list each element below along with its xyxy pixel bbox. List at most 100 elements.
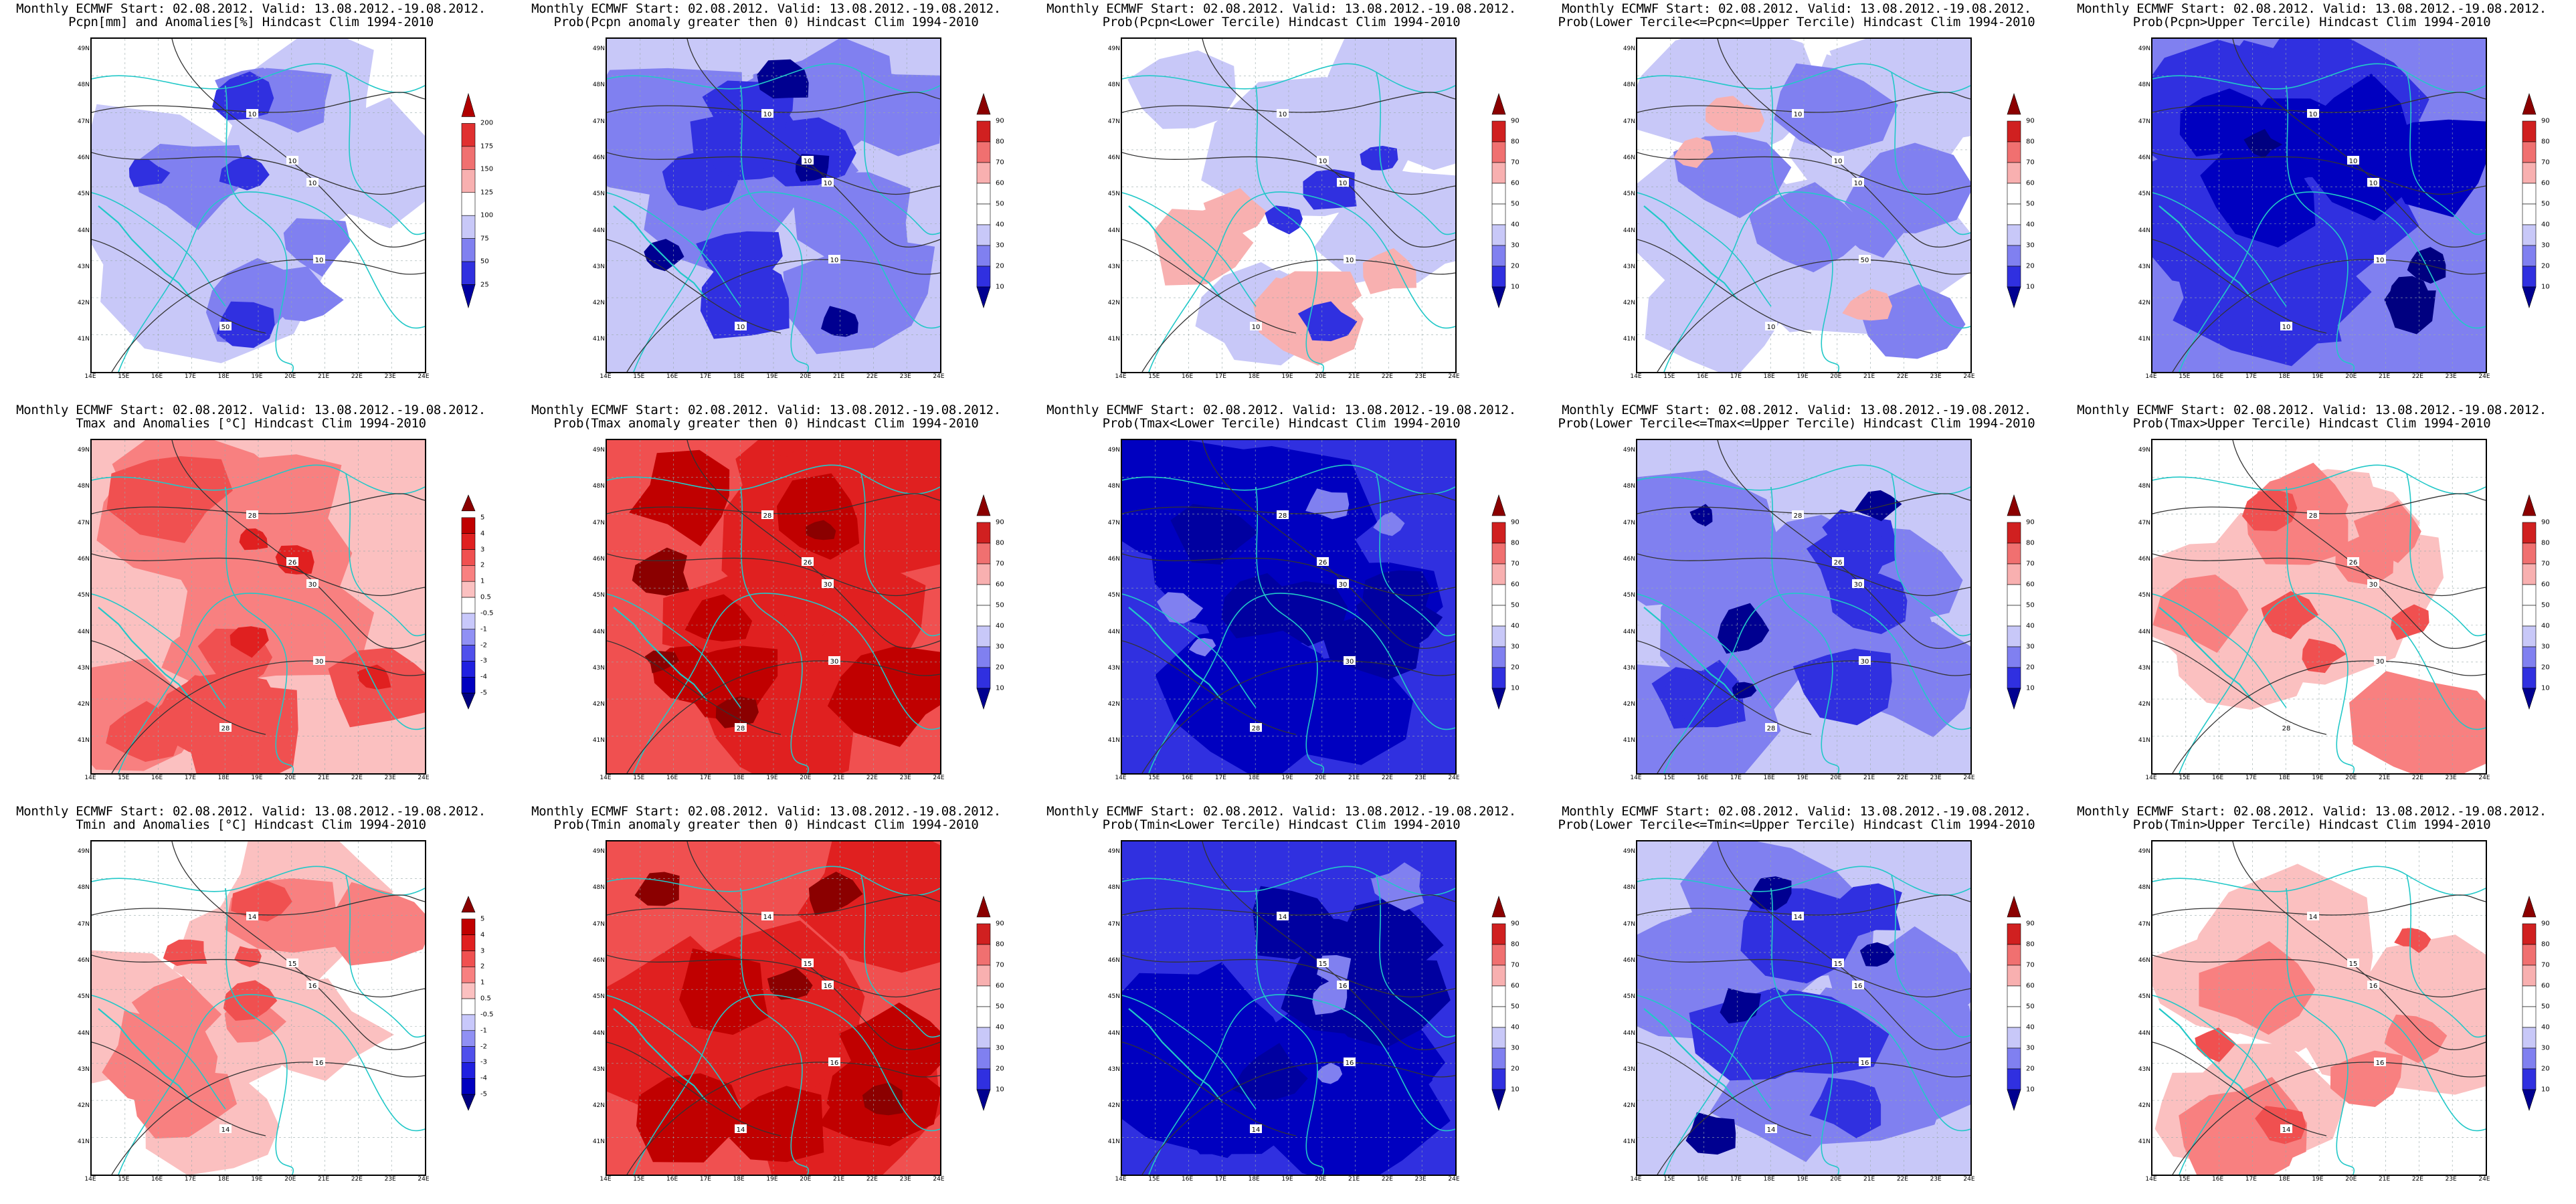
colorbar-label: 30 [996, 1044, 1004, 1052]
y-tick-label: 41N [1107, 336, 1120, 343]
country-border [92, 995, 226, 1110]
field-contour-area [231, 881, 292, 922]
isoline [607, 239, 781, 334]
y-tick-label: 47N [2138, 920, 2150, 928]
isoline [2152, 955, 2486, 998]
svg-text:14: 14 [763, 914, 772, 921]
isoline-label: 16 [1344, 1058, 1356, 1067]
colorbar-label: 4 [480, 931, 485, 939]
isoline-label: 10 [306, 178, 318, 187]
colorbar-swatch [1491, 563, 1506, 585]
field-contour-area [644, 650, 680, 674]
x-tick-label: 23E [1930, 373, 1942, 380]
colorbar-swatch [1491, 522, 1506, 544]
isoline [1637, 1041, 1812, 1136]
y-tick-label: 46N [592, 957, 605, 964]
country-border [607, 464, 940, 495]
field-contour-area [1332, 189, 1455, 283]
svg-text:28: 28 [221, 725, 230, 732]
svg-text:10: 10 [2376, 257, 2385, 264]
isoline [607, 553, 940, 597]
y-tick-label: 48N [592, 82, 605, 89]
field-contour-area [1720, 988, 1761, 1024]
x-tick-label: 22E [866, 775, 878, 781]
colorbar-swatch [2522, 93, 2537, 115]
x-tick-label: 22E [1381, 1176, 1393, 1183]
colorbar-label: 30 [2541, 1044, 2550, 1052]
colorbar-swatch [2522, 688, 2537, 710]
isoline-label: 15 [2347, 959, 2359, 968]
x-tick-label: 19E [766, 373, 778, 380]
colorbar-swatch [2522, 162, 2537, 184]
panel-title-line2: Prob(Lower Tercile<=Pcpn<=Upper Tercile)… [1558, 15, 2035, 29]
x-tick-label: 20E [1830, 775, 1842, 781]
colorbar-swatch [2522, 667, 2537, 689]
field-contour-area [767, 967, 813, 1000]
field-contour-area [1665, 660, 1746, 728]
y-tick-label: 47N [592, 519, 605, 526]
map-panel-p6: Monthly ECMWF Start: 02.08.2012. Valid: … [515, 401, 1030, 803]
country-border [633, 191, 940, 372]
colorbar-label: -3 [480, 1058, 487, 1066]
country-border [1255, 85, 1325, 372]
x-tick-label: 21E [1863, 1176, 1875, 1183]
colorbar-label: 4 [480, 530, 485, 538]
colorbar-swatch [461, 192, 476, 216]
colorbar-swatch [1491, 1027, 1506, 1049]
panel-title-line2: Prob(Tmin<Lower Tercile) Hindcast Clim 1… [1102, 817, 1461, 832]
map-plot: 10 10 10 10 10 [1121, 37, 1457, 373]
panel-title-line1: Monthly ECMWF Start: 02.08.2012. Valid: … [1562, 403, 2031, 417]
colorbar-label: 30 [2541, 241, 2550, 249]
map-field: 28 26 30 30 28 [1637, 440, 1970, 773]
svg-text:14: 14 [1279, 914, 1287, 921]
isoline [1657, 660, 1970, 773]
colorbar-label: 80 [996, 940, 1004, 948]
colorbar [2007, 93, 2021, 314]
panel-title-line1: Monthly ECMWF Start: 02.08.2012. Valid: … [1046, 804, 1516, 819]
y-tick-label: 44N [1623, 628, 1635, 635]
colorbar-label: 80 [2026, 138, 2035, 146]
coastline [1643, 607, 1738, 702]
isoline-label: 14 [2307, 912, 2319, 921]
isoline [1637, 894, 1970, 916]
colorbar-label: 90 [996, 920, 1004, 928]
colorbar-swatch [1491, 224, 1506, 246]
colorbar-swatch [2522, 494, 2537, 516]
colorbar-swatch [2007, 965, 2021, 987]
colorbar-label: 10 [2026, 1086, 2035, 1094]
colorbar-label: 80 [996, 539, 1004, 547]
isoline-label: 30 [2367, 579, 2379, 589]
colorbar-label: 20 [996, 664, 1004, 672]
map-panel-p9: Monthly ECMWF Start: 02.08.2012. Valid: … [2061, 401, 2576, 803]
y-tick-label: 45N [592, 993, 605, 1001]
isoline [111, 660, 425, 773]
field-contour-area [1673, 137, 1714, 169]
colorbar-label: 40 [1511, 622, 1520, 630]
field-contour-area [1201, 77, 1413, 217]
field-contour-area [777, 473, 860, 560]
colorbar-swatch [1491, 245, 1506, 267]
x-tick-label: 21E [833, 1176, 845, 1183]
field-contour-area [1317, 1062, 1343, 1084]
colorbar-label: 40 [2541, 221, 2550, 229]
y-tick-label: 48N [77, 884, 90, 892]
x-tick-label: 17E [1214, 1176, 1226, 1183]
colorbar-swatch [461, 1094, 476, 1111]
field-contour-area [700, 258, 790, 339]
isoline [1141, 1062, 1455, 1175]
coastline [1128, 1008, 1223, 1103]
svg-text:10: 10 [2309, 111, 2318, 118]
y-tick-label: 48N [1623, 884, 1635, 892]
isoline [607, 493, 940, 514]
colorbar-swatch [2007, 985, 2021, 1007]
country-border [1637, 866, 1970, 896]
country-border [345, 72, 425, 235]
field-contour-area [219, 155, 270, 191]
colorbar-swatch [1491, 667, 1506, 689]
x-tick-label: 21E [2379, 373, 2391, 380]
svg-text:14: 14 [737, 1126, 745, 1134]
x-tick-label: 21E [2379, 775, 2391, 781]
x-tick-label: 19E [251, 373, 263, 380]
panel-title-line1: Monthly ECMWF Start: 02.08.2012. Valid: … [531, 403, 1001, 417]
svg-text:16: 16 [1854, 983, 1863, 990]
